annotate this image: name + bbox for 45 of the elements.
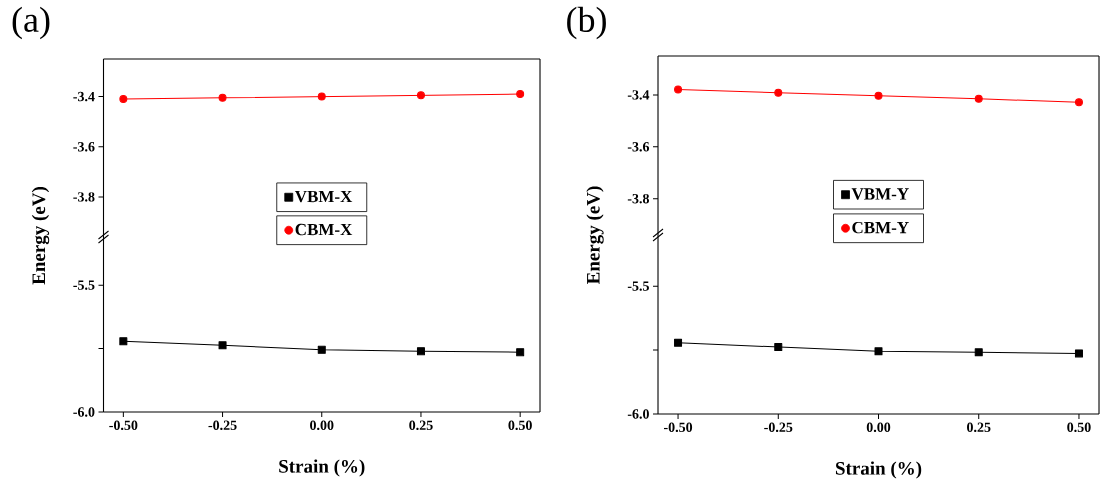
- y-tick-label: -3.4: [627, 90, 650, 100]
- x-axis-title: Strain (%): [835, 461, 922, 479]
- point: [974, 94, 983, 103]
- chart-title: (a): [12, 6, 50, 40]
- y-tick-label: -6.0: [73, 407, 95, 417]
- y-tick-label: -5.5: [627, 281, 649, 291]
- legend-label: VBM-Y: [851, 188, 909, 200]
- x-tick-label: 0.50: [1067, 422, 1091, 433]
- point: [119, 337, 128, 346]
- point: [974, 348, 983, 357]
- y-tick-label: -3.8: [73, 192, 95, 202]
- y-tick-label: -3.6: [627, 142, 650, 152]
- point: [416, 347, 425, 356]
- point: [774, 88, 783, 97]
- legend-label: CBM-Y: [852, 221, 909, 234]
- point: [1074, 98, 1083, 107]
- x-tick-label: 0.50: [508, 420, 532, 431]
- point: [874, 91, 883, 100]
- point: [674, 85, 683, 94]
- point: [218, 341, 227, 350]
- x-tick-label: 0.25: [967, 422, 991, 433]
- y-tick-label: -6.0: [627, 409, 649, 419]
- y-tick-label: -5.5: [73, 280, 95, 290]
- x-tick-label: -0.25: [764, 422, 793, 433]
- chart-title: (b): [567, 6, 606, 40]
- point: [516, 348, 525, 357]
- x-tick-label: 0.25: [409, 420, 433, 431]
- point: [874, 347, 883, 356]
- x-axis-title: Strain (%): [279, 459, 365, 477]
- point: [317, 345, 326, 354]
- legend-label: VBM-X: [294, 190, 353, 203]
- x-tick-label: -0.25: [208, 420, 237, 431]
- y-axis-title: Energy (eV): [31, 187, 50, 285]
- y-tick-label: -3.6: [73, 142, 95, 152]
- point: [674, 338, 683, 347]
- x-tick-label: 0.00: [310, 420, 334, 431]
- point: [1074, 349, 1083, 358]
- y-tick-label: -3.4: [73, 91, 95, 102]
- legend-label: CBM-X: [295, 223, 353, 236]
- y-tick-label: -3.8: [627, 193, 650, 204]
- point: [774, 343, 783, 351]
- x-tick-label: -0.50: [109, 420, 138, 431]
- x-tick-label: 0.00: [866, 422, 891, 433]
- y-axis-title: Energy (eV): [586, 186, 604, 284]
- x-tick-label: -0.50: [663, 422, 693, 433]
